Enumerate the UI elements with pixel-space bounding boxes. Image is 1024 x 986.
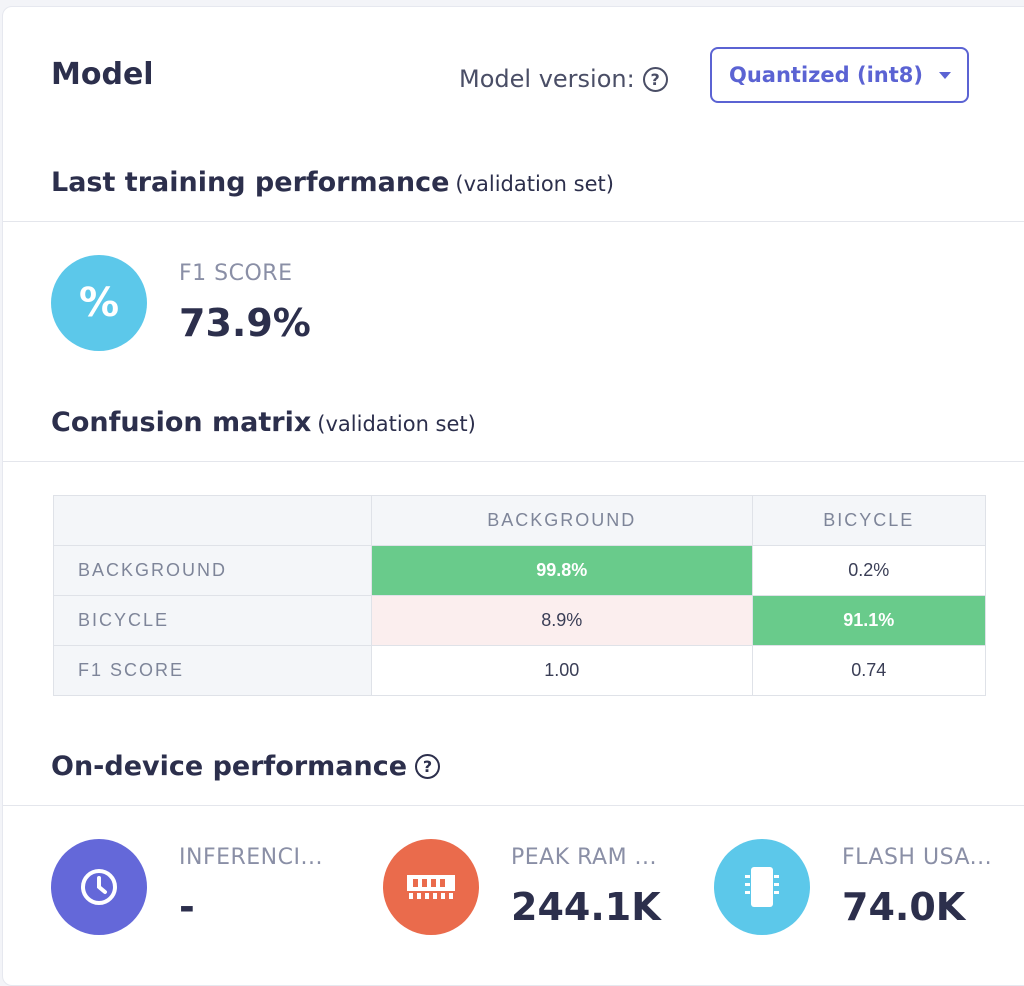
help-icon[interactable]: ? (642, 66, 668, 92)
row-header-f1-score: F1 SCORE (53, 645, 372, 696)
table-corner-cell (53, 495, 372, 546)
row-header-bicycle: BICYCLE (53, 595, 372, 646)
column-header-bicycle: BICYCLE (751, 495, 987, 546)
model-panel: Model Model version: ? Quantized (int8) … (2, 6, 1024, 986)
divider (3, 805, 1024, 806)
matrix-cell: 0.74 (751, 645, 987, 696)
column-header-background: BACKGROUND (371, 495, 753, 546)
confusion-matrix-table: BACKGROUND BICYCLE BACKGROUND 99.8% 0.2%… (53, 495, 987, 696)
flash-usage-value: 74.0K (842, 885, 966, 929)
percent-icon: % (51, 255, 147, 351)
ram-icon (383, 839, 479, 935)
inferencing-label: INFERENCI... (179, 845, 323, 870)
peak-ram-value: 244.1K (511, 885, 661, 929)
matrix-cell: 0.2% (751, 545, 987, 596)
device-section-title: On-device performance ? (51, 751, 441, 782)
table-row: F1 SCORE 1.00 0.74 (53, 645, 987, 696)
training-section-title: Last training performance (validation set… (51, 167, 614, 198)
percent-glyph: % (78, 280, 120, 326)
chip-icon (714, 839, 810, 935)
panel-title: Model (51, 57, 154, 92)
table-row: BICYCLE 8.9% 91.1% (53, 595, 987, 646)
row-header-background: BACKGROUND (53, 545, 372, 596)
peak-ram-label: PEAK RAM ... (511, 845, 658, 870)
device-title: On-device performance (51, 751, 408, 782)
confusion-section-title: Confusion matrix (validation set) (51, 407, 476, 438)
table-header-row: BACKGROUND BICYCLE (53, 495, 987, 546)
model-version-value: Quantized (int8) (729, 63, 923, 87)
divider (3, 221, 1024, 222)
model-version-text: Model version: (459, 65, 635, 93)
flash-usage-label: FLASH USA... (842, 845, 993, 870)
help-icon[interactable]: ? (415, 754, 441, 779)
matrix-cell: 99.8% (371, 545, 753, 596)
table-row: BACKGROUND 99.8% 0.2% (53, 545, 987, 596)
f1-score-value: 73.9% (179, 301, 311, 345)
confusion-title: Confusion matrix (51, 407, 312, 438)
matrix-cell: 91.1% (751, 595, 987, 646)
model-version-label: Model version: ? (459, 65, 668, 93)
matrix-cell: 1.00 (371, 645, 753, 696)
confusion-subtitle: (validation set) (317, 412, 476, 436)
divider (3, 461, 1024, 462)
clock-icon (51, 839, 147, 935)
training-title: Last training performance (51, 167, 450, 198)
f1-score-label: F1 SCORE (179, 261, 293, 286)
matrix-cell: 8.9% (371, 595, 753, 646)
chevron-down-icon (938, 71, 951, 79)
model-version-dropdown[interactable]: Quantized (int8) (710, 47, 969, 103)
inferencing-value: - (179, 885, 195, 929)
training-subtitle: (validation set) (455, 172, 614, 196)
